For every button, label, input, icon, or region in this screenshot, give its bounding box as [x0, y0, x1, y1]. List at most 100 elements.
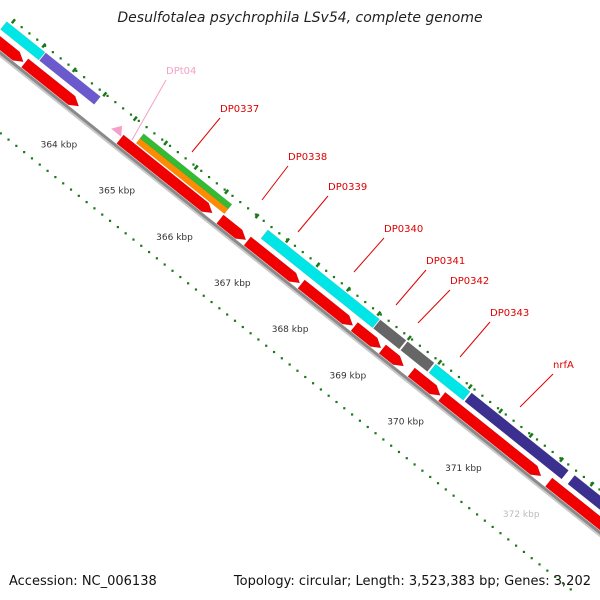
gc-dot: [176, 151, 179, 154]
gc-dot: [507, 538, 510, 541]
gc-dot: [46, 169, 49, 172]
gc-dot: [239, 200, 242, 204]
gc-dot: [457, 375, 461, 379]
gc-dot: [574, 469, 578, 472]
cds-arrow: [378, 344, 404, 367]
gc-dot: [582, 475, 585, 479]
gc-dot: [429, 475, 432, 479]
gc-dot: [129, 113, 133, 116]
gc-dot: [137, 119, 140, 122]
gc-dot: [554, 575, 557, 578]
gc-dot: [116, 225, 119, 229]
cds-arrow: [438, 391, 542, 477]
gc-dot: [132, 238, 135, 241]
gc-dot: [200, 169, 203, 172]
position-tick-label: 367 kbp: [214, 279, 251, 289]
gc-dot: [405, 457, 408, 460]
gene-callout-line: [395, 269, 427, 306]
gc-dot: [184, 157, 187, 160]
gc-dot: [325, 269, 328, 272]
gc-dot: [223, 188, 226, 191]
topology-summary: Topology: circular; Length: 3,523,383 bp…: [233, 574, 591, 589]
gc-dot: [241, 325, 244, 329]
gc-dot: [535, 438, 539, 441]
gc-dot: [249, 332, 252, 335]
gc-dot: [403, 332, 406, 335]
outer-tick-dash: [437, 359, 443, 366]
gc-dot: [442, 363, 445, 366]
gc-dot: [83, 76, 86, 79]
gc-dot: [69, 188, 73, 191]
gc-dot: [147, 250, 151, 254]
gc-dot: [171, 269, 174, 272]
gene-callout-line: [353, 237, 385, 273]
gc-dot: [93, 207, 96, 210]
gc-dot: [62, 182, 65, 185]
cds-arrow: [0, 35, 24, 63]
outer-tick-dash: [41, 42, 47, 49]
gc-dot: [168, 144, 172, 147]
outer-tick-dash: [132, 115, 138, 122]
position-tick-label: 370 kbp: [387, 418, 424, 428]
gc-dot: [304, 375, 307, 379]
gc-dot: [218, 307, 221, 310]
gc-dot: [247, 207, 250, 210]
backbone-line: [0, 54, 600, 538]
gc-dot: [254, 213, 258, 216]
gene-callout-line: [297, 195, 329, 233]
backbone: [0, 50, 600, 538]
gc-dot: [23, 151, 26, 154]
gene-callout-line: [417, 289, 451, 324]
gene-label: DP0340: [384, 224, 423, 235]
gc-dot: [192, 163, 195, 166]
gc-dot: [207, 175, 211, 179]
gc-dot: [395, 325, 398, 329]
gc-dot: [155, 257, 158, 260]
cyan-feature: [0, 21, 46, 61]
gc-dot: [410, 338, 414, 341]
outer-tick-dash: [559, 457, 565, 463]
gc-dot: [371, 307, 375, 310]
position-tick-label: 365 kbp: [98, 187, 135, 197]
gc-dot: [538, 563, 541, 566]
gc-dot: [379, 313, 382, 316]
gc-dot: [569, 588, 572, 591]
gc-dot: [311, 382, 315, 385]
gc-dot: [59, 57, 62, 60]
gc-dot: [450, 369, 453, 372]
gc-dot: [543, 444, 546, 447]
gc-dot: [426, 350, 429, 354]
gc-dot: [270, 225, 273, 229]
gene-label: DP0338: [288, 152, 327, 163]
gc-dot: [436, 482, 440, 485]
gc-dot: [434, 357, 437, 360]
gc-dot: [551, 450, 554, 454]
gc-dot: [272, 350, 276, 354]
outer-tick-dash: [163, 140, 169, 146]
gc-dot: [296, 369, 299, 372]
gc-dot: [397, 450, 401, 454]
outer-tick-dash: [224, 189, 230, 195]
gc-dot: [340, 282, 343, 285]
gc-dot: [561, 582, 565, 585]
gc-dot: [101, 213, 104, 216]
gc-dot: [98, 88, 101, 91]
accession-text: Accession: NC_006138: [9, 574, 157, 589]
gc-dot: [382, 438, 385, 441]
gc-dot: [163, 263, 166, 266]
gc-dot: [36, 38, 39, 41]
feature-tracks: [0, 21, 600, 531]
gc-dot: [413, 463, 416, 466]
gray-feature: [373, 319, 407, 350]
gc-dot: [288, 363, 291, 366]
cds-arrow: [216, 214, 247, 241]
gene-label: DP0341: [426, 256, 465, 267]
outer-tick-dash: [498, 408, 504, 414]
gc-dot: [293, 244, 297, 247]
gc-dot: [90, 82, 94, 85]
gc-dot: [343, 407, 346, 410]
gc-dot: [335, 400, 338, 404]
outer-tick-dash: [528, 432, 534, 439]
position-tick-label: 372 kbp: [503, 510, 540, 520]
gc-dot: [528, 432, 531, 435]
